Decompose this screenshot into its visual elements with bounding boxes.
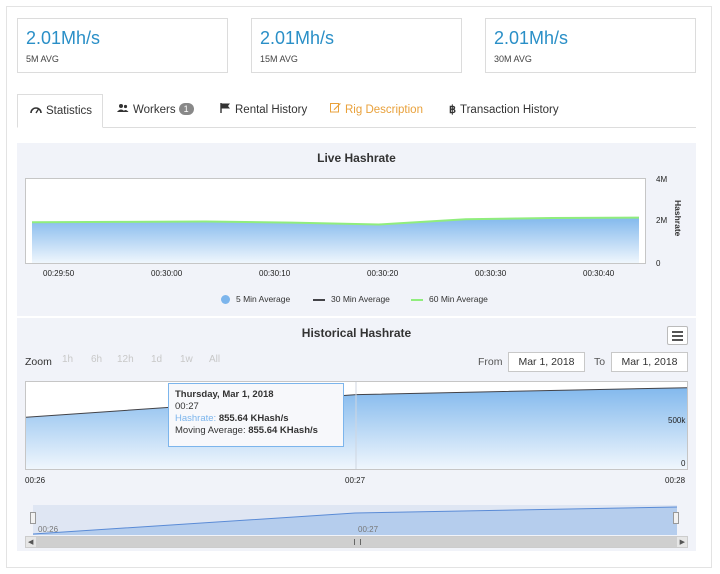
tooltip-moving-value: 855.64 KHash/s (248, 425, 318, 436)
from-date-input[interactable]: Mar 1, 2018 (508, 352, 585, 372)
legend-item-5min[interactable]: 5 Min Average (221, 294, 291, 305)
live-chart-title: Live Hashrate (317, 151, 396, 165)
bitcoin-icon: ฿ (449, 104, 456, 116)
tab-label: Transaction History (460, 104, 559, 116)
zoom-button-1w[interactable]: 1w (180, 354, 193, 365)
stat-card-5m: 2.01Mh/s 5M AVG (17, 18, 228, 73)
historical-ytick-500k: 500k (668, 416, 686, 425)
navigator-right-handle[interactable] (673, 512, 679, 524)
legend-item-60min[interactable]: 60 Min Average (411, 294, 488, 304)
live-ytick-4m: 4M (656, 175, 668, 184)
tooltip-moving-label: Moving Average: (175, 425, 246, 436)
tab-workers[interactable]: Workers 1 (117, 94, 194, 127)
legend-label: 60 Min Average (429, 294, 488, 304)
tooltip-time: 00:27 (175, 401, 199, 412)
stat-value: 2.01Mh/s (260, 28, 335, 48)
scroll-left-arrow-icon[interactable]: ◀ (28, 539, 34, 546)
legend-line-icon (411, 299, 423, 301)
scrollbar-grip-icon (353, 539, 361, 545)
dashboard-icon (30, 95, 42, 128)
users-icon (117, 94, 129, 127)
edit-icon (330, 94, 341, 127)
navigator-left-handle[interactable] (30, 512, 36, 524)
navigator-tick: 00:27 (358, 525, 379, 534)
historical-xtick: 00:26 (25, 476, 46, 485)
zoom-button-6h[interactable]: 6h (91, 354, 103, 365)
live-xtick: 00:30:00 (151, 269, 183, 278)
tooltip-date: Thursday, Mar 1, 2018 (175, 389, 274, 400)
historical-xtick: 00:28 (665, 476, 686, 485)
from-label: From (478, 356, 503, 368)
workers-count-badge: 1 (178, 103, 194, 115)
to-label: To (594, 356, 606, 368)
navigator-tick: 00:26 (38, 525, 59, 534)
live-ytick-0: 0 (656, 259, 661, 268)
live-chart-svg (31, 216, 640, 263)
tooltip-hashrate-value: 855.64 KHash/s (218, 413, 289, 424)
legend-item-30min[interactable]: 30 Min Average (313, 294, 390, 304)
tab-statistics[interactable]: Statistics (17, 94, 103, 128)
tab-label: Workers (133, 104, 176, 116)
live-y-axis-label: Hashrate (673, 200, 683, 237)
stat-card-15m: 2.01Mh/s 15M AVG (251, 18, 462, 73)
to-date-input[interactable]: Mar 1, 2018 (611, 352, 688, 372)
live-xtick: 00:30:20 (367, 269, 399, 278)
stat-label: 30M AVG (494, 54, 532, 64)
historical-xtick: 00:27 (345, 476, 366, 485)
live-xtick: 00:29:50 (43, 269, 75, 278)
live-plot-area (25, 178, 646, 264)
chart-menu-button[interactable] (667, 326, 688, 345)
scroll-right-arrow-icon[interactable]: ▶ (679, 539, 685, 546)
historical-chart-title: Historical Hashrate (301, 326, 412, 340)
scrollbar-thumb[interactable] (36, 537, 677, 547)
navigator-svg (33, 506, 677, 535)
stat-value: 2.01Mh/s (494, 28, 569, 48)
page-frame (6, 6, 712, 568)
legend-line-icon (313, 299, 325, 301)
navigator-area[interactable] (33, 505, 677, 535)
stat-label: 5M AVG (26, 54, 59, 64)
legend-dot-icon (221, 295, 230, 305)
flag-icon (220, 94, 231, 127)
zoom-button-1d[interactable]: 1d (151, 354, 163, 365)
series-line-60min (31, 216, 640, 226)
tooltip-hashrate-row: Hashrate: 855.64 KHash/s (175, 413, 337, 425)
chart-tooltip: Thursday, Mar 1, 2018 00:27 Hashrate: 85… (168, 383, 344, 447)
series-area-5min (32, 217, 639, 263)
zoom-button-all[interactable]: All (209, 354, 221, 365)
historical-plot-area (25, 381, 688, 470)
historical-chart-svg (26, 382, 687, 469)
legend-label: 30 Min Average (331, 294, 390, 304)
tooltip-moving-row: Moving Average: 855.64 KHash/s (175, 425, 337, 437)
navigator-scrollbar[interactable]: ◀ ▶ (25, 536, 688, 548)
stat-label: 15M AVG (260, 54, 298, 64)
stat-card-30m: 2.01Mh/s 30M AVG (485, 18, 696, 73)
tab-transaction-history[interactable]: ฿ Transaction History (449, 94, 559, 127)
zoom-label: Zoom (25, 356, 52, 368)
zoom-button-12h[interactable]: 12h (117, 354, 134, 365)
live-xtick: 00:30:30 (475, 269, 507, 278)
tab-bar: Statistics Workers 1 Rental History Rig D… (17, 94, 696, 128)
stat-value: 2.01Mh/s (26, 28, 101, 48)
live-ytick-2m: 2M (656, 216, 668, 225)
legend-label: 5 Min Average (236, 294, 291, 304)
tab-rental-history[interactable]: Rental History (220, 94, 307, 127)
tab-label: Rig Description (345, 104, 423, 116)
live-xtick: 00:30:10 (259, 269, 291, 278)
historical-ytick-0: 0 (681, 459, 686, 468)
tab-label: Statistics (46, 105, 93, 117)
tab-rig-description[interactable]: Rig Description (330, 94, 423, 127)
live-xtick: 00:30:40 (583, 269, 615, 278)
zoom-button-1h[interactable]: 1h (62, 354, 74, 365)
tab-label: Rental History (235, 104, 308, 116)
tooltip-hashrate-label: Hashrate: (175, 413, 217, 424)
